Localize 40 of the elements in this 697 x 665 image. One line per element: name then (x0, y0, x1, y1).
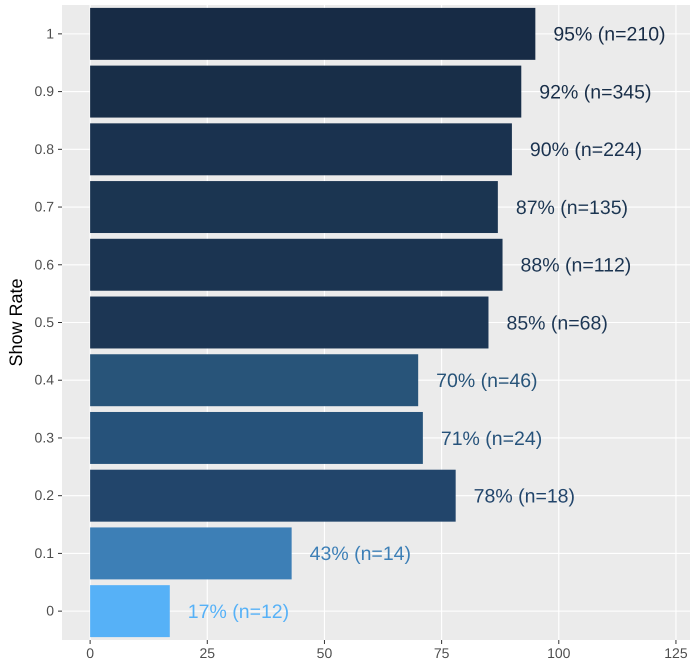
bar (90, 66, 522, 118)
data-label: 88% (n=112) (520, 254, 632, 277)
x-tick-label: 50 (316, 644, 332, 661)
data-label: 70% (n=46) (436, 370, 538, 392)
y-tick-label: 0.6 (34, 256, 54, 272)
data-label: 95% (n=210) (553, 24, 666, 46)
bar (90, 412, 423, 464)
data-label: 87% (n=135) (516, 196, 628, 219)
y-tick-label: 0.4 (34, 372, 54, 388)
x-tick-label: 25 (199, 644, 216, 661)
bar (90, 238, 503, 291)
y-tick-label: 0 (46, 602, 54, 619)
data-label: 78% (n=18) (474, 486, 576, 508)
data-label: 85% (n=68) (506, 312, 608, 334)
bar (90, 527, 292, 580)
bar (90, 123, 512, 176)
y-tick-label: 0.1 (34, 544, 54, 561)
bar (90, 470, 456, 522)
x-tick-label: 75 (434, 644, 450, 661)
y-tick-label: 0.7 (34, 198, 54, 215)
data-label: 17% (n=12) (188, 600, 290, 623)
data-label: 43% (n=14) (310, 543, 411, 566)
y-axis-title: Show Rate (6, 278, 26, 367)
data-label: 71% (n=24) (440, 428, 542, 450)
y-tick-label: 0.8 (34, 140, 54, 157)
data-label: 90% (n=224) (530, 139, 642, 162)
bar (90, 354, 418, 406)
y-tick-label: 0.9 (34, 83, 54, 100)
x-tick-label: 0 (86, 644, 94, 661)
y-tick-label: 0.3 (34, 429, 54, 446)
x-tick-label: 125 (664, 644, 688, 661)
y-tick-label: 0.2 (34, 487, 54, 504)
data-label: 92% (n=345) (539, 81, 652, 104)
bar (90, 8, 536, 60)
y-tick-label: 1 (46, 25, 54, 42)
bar (90, 585, 170, 638)
bar (90, 181, 498, 234)
y-tick-label: 0.5 (34, 314, 54, 330)
x-tick-label: 100 (547, 644, 571, 661)
bar (90, 296, 488, 348)
